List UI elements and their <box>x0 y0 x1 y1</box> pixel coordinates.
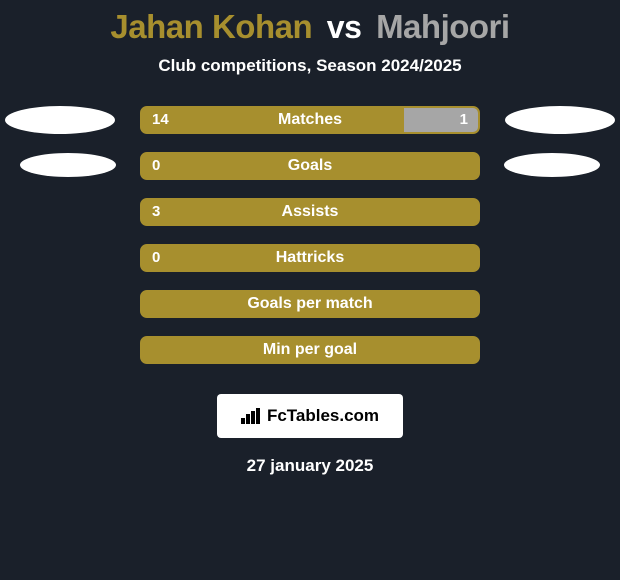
stat-bar: Goals per match <box>140 290 480 318</box>
date-label: 27 january 2025 <box>0 456 620 476</box>
player2-name: Mahjoori <box>376 8 510 45</box>
player1-name: Jahan Kohan <box>110 8 312 45</box>
stat-row: Matches141 <box>0 106 620 134</box>
stat-bar: Min per goal <box>140 336 480 364</box>
stat-bar: Matches141 <box>140 106 480 134</box>
stat-row: Min per goal <box>0 336 620 364</box>
brand-label: FcTables.com <box>267 406 379 426</box>
player2-logo-oval <box>504 153 600 177</box>
stat-bar: Hattricks0 <box>140 244 480 272</box>
stat-bar: Assists3 <box>140 198 480 226</box>
stat-row: Assists3 <box>0 198 620 226</box>
player1-logo-oval <box>5 106 115 134</box>
page-title: Jahan Kohan vs Mahjoori <box>0 8 620 46</box>
stat-bar-right-seg <box>404 108 478 132</box>
stat-bar-left-seg <box>142 338 478 362</box>
stat-bar-left-seg <box>142 246 478 270</box>
player1-logo-oval <box>20 153 116 177</box>
stat-bar-left-seg <box>142 292 478 316</box>
stat-bar-left-seg <box>142 108 404 132</box>
stat-bar-left-seg <box>142 154 478 178</box>
comparison-card: Jahan Kohan vs Mahjoori Club competition… <box>0 0 620 580</box>
stat-bar-left-seg <box>142 200 478 224</box>
brand-badge[interactable]: FcTables.com <box>217 394 403 438</box>
vs-label: vs <box>327 9 362 45</box>
player2-logo-oval <box>505 106 615 134</box>
stat-row: Goals per match <box>0 290 620 318</box>
stat-row: Hattricks0 <box>0 244 620 272</box>
subtitle: Club competitions, Season 2024/2025 <box>0 56 620 76</box>
stat-row: Goals0 <box>0 152 620 180</box>
stat-rows: Matches141 Goals0 Assists3 Hattricks0 Goals … <box>0 106 620 364</box>
stat-bar: Goals0 <box>140 152 480 180</box>
brand-bars-icon <box>241 408 261 424</box>
